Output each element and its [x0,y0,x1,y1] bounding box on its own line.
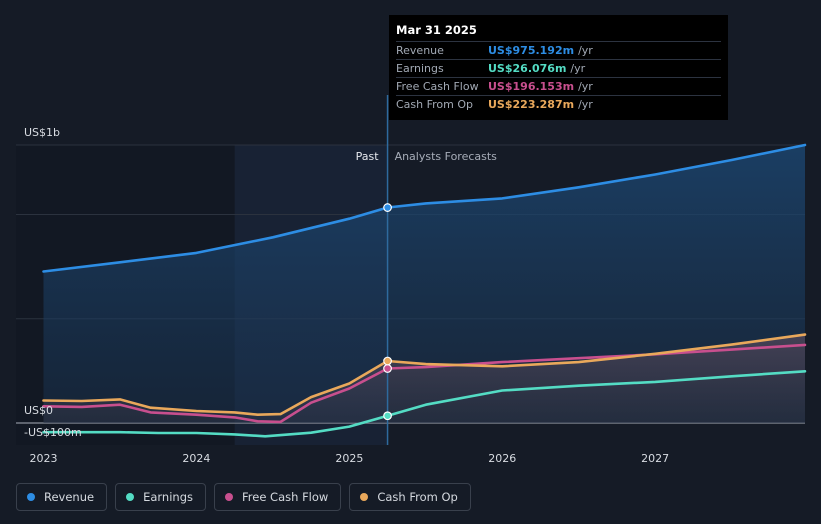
tooltip-unit: /yr [578,80,593,93]
tooltip-row-cash-from-op: Cash From Op US$223.287m /yr [396,95,721,113]
tooltip-value: US$196.153m [488,80,575,93]
earnings-line [42,370,807,438]
revenue-dot-icon [27,493,35,501]
earnings-dot-icon [126,493,135,501]
tooltip-label: Free Cash Flow [396,80,479,93]
legend-item-cash-from-op[interactable]: Cash From Op [349,483,471,511]
y-label-bottom: -US$100m [24,426,82,439]
tooltip-unit: /yr [570,62,586,75]
earnings-marker [383,411,392,421]
legend-item-revenue[interactable]: Revenue [16,483,108,511]
past-label: Past [356,150,380,163]
tooltip-row-free-cash-flow: Free Cash Flow US$196.153m /yr [396,77,721,95]
y-label-top: US$1b [24,126,60,139]
x-tick-label: 2023 [30,452,58,465]
free-cash-flow-line [42,343,807,424]
revenue-marker [383,203,392,212]
tooltip-value: US$975.192m [488,44,575,57]
cash-from-op-line [42,333,807,416]
free-cash-flow-marker [383,364,392,373]
tooltip-unit: /yr [578,44,593,57]
legend-item-free-cash-flow[interactable]: Free Cash Flow [214,483,342,511]
cash-from-op-dot-icon [360,493,369,501]
legend: Revenue Earnings Free Cash Flow Cash Fro… [16,483,479,511]
x-tick-label: 2025 [335,452,363,465]
tooltip-label: Cash From Op [396,98,474,111]
cash-from-op-marker [383,356,392,366]
revenue-area [43,145,805,423]
x-tick-label: 2027 [641,452,669,465]
tooltip-value: US$223.287m [488,98,575,111]
legend-item-earnings[interactable]: Earnings [115,483,206,511]
cash-from-op-area [43,334,805,423]
x-tick-label: 2024 [182,452,210,465]
legend-label: Earnings [143,490,193,504]
tooltip: Mar 31 2025 Revenue US$975.192m /yr Earn… [389,15,728,120]
free-cash-flow-dot-icon [225,493,233,501]
legend-label: Free Cash Flow [242,490,329,504]
tooltip-unit: /yr [578,98,593,111]
tooltip-label: Earnings [396,62,444,75]
forecast-label: Analysts Forecasts [395,150,498,163]
x-tick-label: 2026 [488,452,516,465]
tooltip-row-revenue: Revenue US$975.192m /yr [396,41,721,59]
tooltip-value: US$26.076m [488,62,567,75]
legend-label: Revenue [44,490,95,504]
tooltip-label: Revenue [396,44,444,57]
tooltip-row-earnings: Earnings US$26.076m /yr [396,59,721,77]
tooltip-date: Mar 31 2025 [396,23,477,37]
y-label-zero: US$0 [24,404,53,417]
revenue-line [42,143,807,273]
legend-label: Cash From Op [377,490,458,504]
